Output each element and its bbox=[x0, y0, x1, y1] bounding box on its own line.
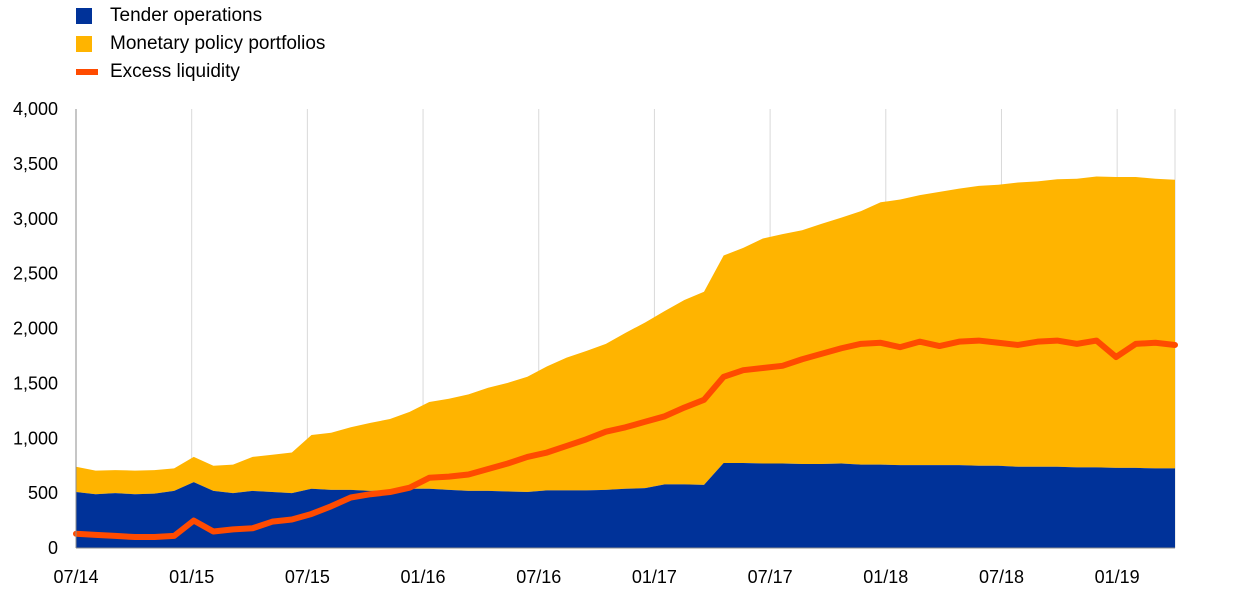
y-tick-label: 3,000 bbox=[13, 209, 58, 229]
y-tick-label: 0 bbox=[48, 538, 58, 558]
x-tick-labels: 07/14 01/15 07/15 01/16 07/16 01/17 07/17 01/18… bbox=[53, 567, 1139, 587]
x-tick-label: 01/17 bbox=[632, 567, 677, 587]
legend-swatch-excess-liquidity bbox=[76, 69, 98, 75]
x-tick-label: 01/19 bbox=[1095, 567, 1140, 587]
legend-label-excess-liquidity: Excess liquidity bbox=[110, 61, 240, 82]
legend-label-monetary-policy-portfolios: Monetary policy portfolios bbox=[110, 33, 326, 54]
legend-item-excess-liquidity: Excess liquidity bbox=[76, 58, 325, 86]
x-tick-label: 01/15 bbox=[169, 567, 214, 587]
x-tick-label: 07/15 bbox=[285, 567, 330, 587]
area-tender-operations bbox=[76, 462, 1175, 548]
legend-swatch-tender-operations bbox=[76, 8, 92, 24]
area-monetary-policy-portfolios bbox=[76, 176, 1175, 495]
legend-item-tender-operations: Tender operations bbox=[76, 2, 325, 30]
y-tick-label: 2,000 bbox=[13, 319, 58, 339]
x-tick-label: 07/18 bbox=[979, 567, 1024, 587]
legend: Tender operations Monetary policy portfo… bbox=[76, 2, 325, 86]
y-tick-labels: 0 500 1,000 1,500 2,000 2,500 3,000 3,500 4,000 bbox=[13, 99, 58, 558]
line-series bbox=[73, 337, 1178, 541]
line-excess-liquidity bbox=[73, 337, 1178, 541]
axes bbox=[75, 109, 1175, 549]
x-tick-label: 07/17 bbox=[748, 567, 793, 587]
y-tick-label: 500 bbox=[28, 483, 58, 503]
legend-label-tender-operations: Tender operations bbox=[110, 5, 263, 26]
y-tick-label: 1,000 bbox=[13, 428, 58, 448]
x-tick-label: 07/14 bbox=[53, 567, 98, 587]
x-tick-label: 07/16 bbox=[516, 567, 561, 587]
legend-swatch-monetary-policy-portfolios bbox=[76, 36, 92, 52]
area-series bbox=[76, 176, 1175, 548]
legend-item-monetary-policy-portfolios: Monetary policy portfolios bbox=[76, 30, 325, 58]
x-tick-label: 01/18 bbox=[863, 567, 908, 587]
y-tick-label: 3,500 bbox=[13, 154, 58, 174]
y-tick-label: 4,000 bbox=[13, 99, 58, 119]
y-tick-label: 1,500 bbox=[13, 373, 58, 393]
x-tick-label: 01/16 bbox=[401, 567, 446, 587]
y-tick-label: 2,500 bbox=[13, 264, 58, 284]
